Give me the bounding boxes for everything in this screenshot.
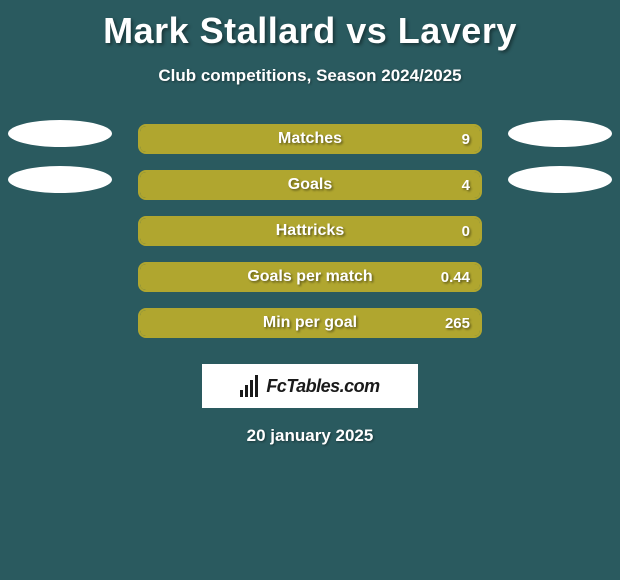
player-ellipse-right xyxy=(508,120,612,147)
stat-row: Goals per match0.44 xyxy=(0,254,620,300)
stat-bar: Hattricks0 xyxy=(138,216,482,246)
stat-row: Matches9 xyxy=(0,116,620,162)
stat-row: Goals4 xyxy=(0,162,620,208)
player-ellipse-left xyxy=(8,166,112,193)
stat-bar: Goals per match0.44 xyxy=(138,262,482,292)
brand-box: FcTables.com xyxy=(202,364,418,408)
date-text: 20 january 2025 xyxy=(0,426,620,446)
stat-bar-fill xyxy=(140,172,480,198)
page-subtitle: Club competitions, Season 2024/2025 xyxy=(0,66,620,86)
stat-row: Min per goal265 xyxy=(0,300,620,346)
stat-bar-fill xyxy=(140,310,480,336)
stat-bar: Goals4 xyxy=(138,170,482,200)
player-ellipse-left xyxy=(8,120,112,147)
stat-bar: Min per goal265 xyxy=(138,308,482,338)
stat-bar-fill xyxy=(140,264,480,290)
stats-area: Matches9 Goals4 Hattricks0 Goals per match0… xyxy=(0,116,620,346)
stat-bar-fill xyxy=(140,126,480,152)
stat-row: Hattricks0 xyxy=(0,208,620,254)
brand-text: FcTables.com xyxy=(266,376,379,397)
bar-chart-icon xyxy=(240,375,262,397)
stat-bar-fill xyxy=(140,218,480,244)
player-ellipse-right xyxy=(508,166,612,193)
page-title: Mark Stallard vs Lavery xyxy=(0,0,620,52)
stat-bar: Matches9 xyxy=(138,124,482,154)
